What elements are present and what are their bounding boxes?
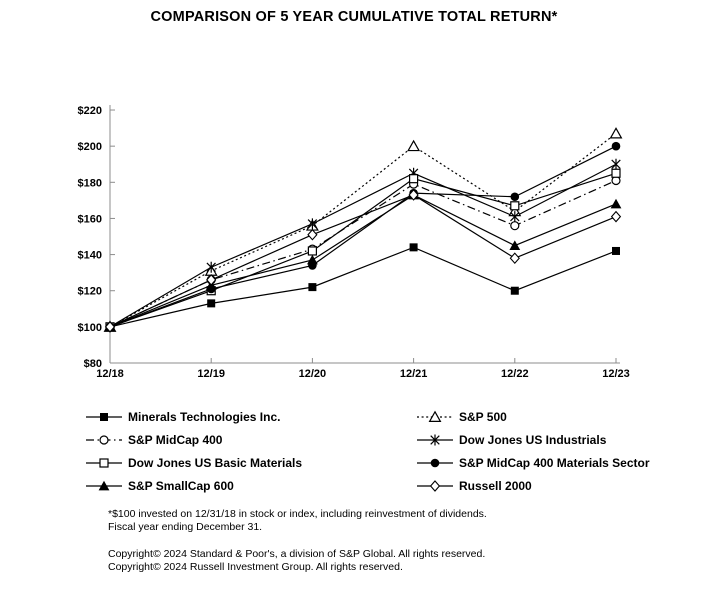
marker-minerals-technologies-inc-12-20 [308,283,317,292]
series-line-s-p-midcap-400-materials-sector [109,145,617,328]
series-line-minerals-technologies-inc [109,246,617,328]
legend-item-minerals-technologies: Minerals Technologies Inc. [86,405,302,428]
legend-item-sp-smallcap-600: S&P SmallCap 600 [86,474,302,497]
legend-sample-marker-open-square [99,457,109,468]
x-tick-label: 12/19 [197,368,225,380]
legend-item-dow-jones-us-industrials: Dow Jones US Industrials [417,428,650,451]
x-tick-label: 12/18 [96,368,124,380]
marker-russell-2000-12-19 [206,274,217,286]
y-tick-label: $220 [78,105,102,117]
footnote-copyright-sp: Copyright© 2024 Standard & Poor's, a div… [108,548,486,560]
marker-minerals-technologies-inc-12-22 [510,286,519,295]
legend-sample-open-square-solid [86,457,122,468]
marker-s-p-smallcap-600-12-20 [307,254,318,265]
chart-title: COMPARISON OF 5 YEAR CUMULATIVE TOTAL RE… [150,9,558,25]
legend-label: Dow Jones US Basic Materials [128,455,303,470]
marker-russell-2000-12-18 [104,321,116,333]
marker-dow-jones-us-basic-materials-12-23 [611,168,621,178]
marker-dow-jones-us-basic-materials-12-22 [510,201,520,211]
marker-russell-2000-12-21 [408,189,419,201]
legend-sample-marker-open-circle [99,434,109,445]
marker-s-p-smallcap-600-12-22 [509,240,521,250]
marker-minerals-technologies-inc-12-23 [612,246,620,255]
legend-sample-open-diamond-solid [417,479,453,492]
marker-s-p-midcap-400-materials-sector-12-23 [611,141,621,151]
legend-sample-asterisk-solid [417,434,453,445]
y-tick-label: $100 [78,322,102,334]
y-tick-label: $120 [78,286,102,298]
legend-sample-marker-filled-square [100,412,108,421]
legend-item-russell-2000: Russell 2000 [417,474,650,497]
y-tick-label: $180 [78,177,102,189]
marker-s-p-smallcap-600-12-23 [610,198,622,209]
legend-sample-filled-square-solid [86,412,122,421]
series-line-dow-jones-us-industrials [109,163,617,328]
marker-s-p-midcap-400-12-22 [510,221,520,231]
legend-label: S&P SmallCap 600 [128,478,234,493]
legend-column-left: Minerals Technologies Inc. S&P MidCap 40… [86,405,302,497]
performance-line-chart: $80 $100 $120 $140 $160 $180 $200 $220 12/18 12/1… [78,105,630,380]
y-tick-label: $160 [78,213,102,225]
series-line-s-p-500 [109,133,617,328]
series-line-s-p-smallcap-600 [109,194,617,328]
y-tick-label: $80 [84,358,102,370]
marker-dow-jones-us-basic-materials-12-21 [409,174,419,184]
x-tick-label: 12/23 [602,368,630,380]
footnote-block-copyright: Copyright© 2024 Standard & Poor's, a div… [108,548,487,574]
marker-russell-2000-12-20 [307,228,318,241]
marker-russell-2000-12-22 [509,252,520,265]
legend-sample-marker-filled-triangle [98,480,110,490]
legend-label: S&P 500 [459,409,507,424]
legend-label: Dow Jones US Industrials [459,432,607,447]
marker-dow-jones-us-industrials-12-22 [510,211,520,222]
legend-sample-marker-open-triangle [428,410,442,422]
legend-sample-marker-open-diamond [429,479,441,492]
marker-s-p-500-12-21 [407,139,421,152]
x-tick-label: 12/20 [299,368,327,380]
legend-label: Minerals Technologies Inc. [128,409,281,424]
marker-russell-2000-12-23 [610,210,622,223]
legend-label: S&P MidCap 400 [128,432,223,447]
x-tick-label: 12/21 [400,368,428,380]
legend-item-sp-midcap-400: S&P MidCap 400 [86,428,302,451]
legend-sample-marker-filled-circle [430,458,440,467]
y-tick-label: $140 [78,250,102,262]
series-line-russell-2000 [109,194,617,328]
marker-dow-jones-us-basic-materials-12-20 [307,246,317,256]
footnote-fiscal-year: Fiscal year ending December 31. [108,521,263,533]
series-line-dow-jones-us-basic-materials [109,172,617,328]
legend-sample-open-circle-dash-dot [86,434,122,445]
legend-column-right: S&P 500 Dow Jones US Industrials S&P Mid… [417,405,650,497]
legend-label: S&P MidCap 400 Materials Sector [459,455,650,470]
legend-sample-filled-triangle-solid [86,480,122,490]
series-line-s-p-midcap-400 [109,179,617,328]
legend-sample-open-triangle-dotted [417,410,453,422]
marker-minerals-technologies-inc-12-21 [409,243,418,252]
legend-item-sp-midcap-400-materials-sector: S&P MidCap 400 Materials Sector [417,451,650,474]
marker-s-p-500-12-23 [609,127,623,139]
footnote-invested: *$100 invested on 12/31/18 in stock or i… [108,508,487,520]
legend-sample-filled-circle-solid [417,458,453,467]
x-tick-label: 12/22 [501,368,529,380]
marker-dow-jones-us-industrials-12-19 [206,262,216,272]
marker-minerals-technologies-inc-12-19 [207,299,216,308]
y-tick-label: $200 [78,141,102,153]
legend-label: Russell 2000 [459,478,532,493]
marker-s-p-midcap-400-materials-sector-12-22 [510,192,520,202]
legend-sample-marker-asterisk [430,434,440,445]
chart-footnotes: *$100 invested on 12/31/18 in stock or i… [108,508,487,574]
footnote-copyright-russell: Copyright© 2024 Russell Investment Group… [108,561,403,573]
marker-dow-jones-us-industrials-12-23 [611,159,621,169]
legend-item-sp-500: S&P 500 [417,405,650,428]
legend-item-dow-jones-us-basic-materials: Dow Jones US Basic Materials [86,451,302,474]
footnote-block-invested: *$100 invested on 12/31/18 in stock or i… [108,508,487,534]
marker-dow-jones-us-industrials-12-20 [307,219,318,229]
